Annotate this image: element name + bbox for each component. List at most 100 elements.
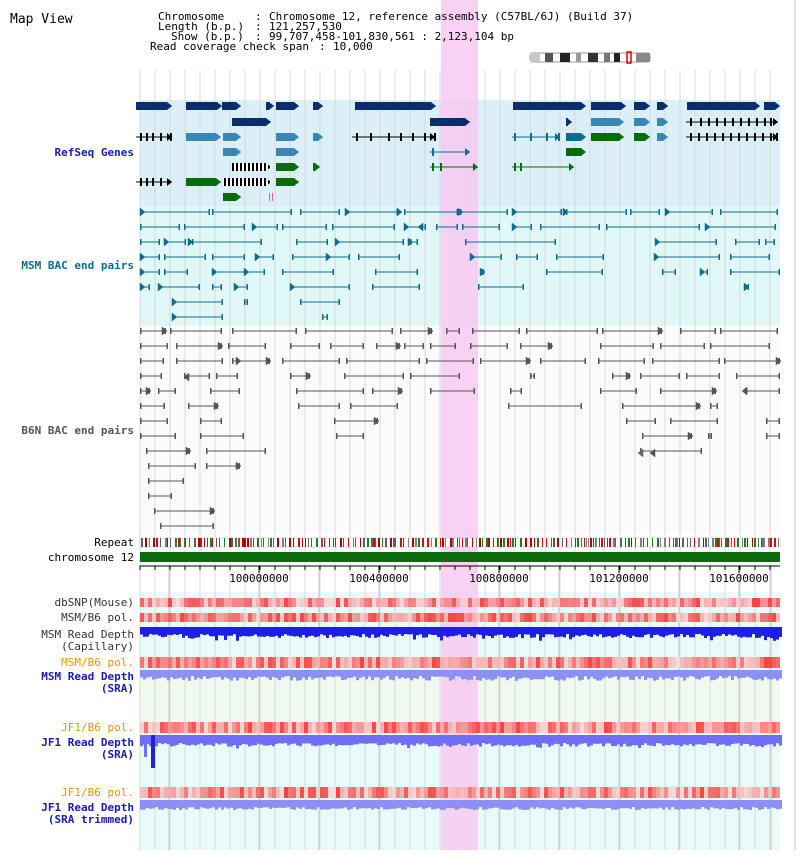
b6n-bac-pair[interactable] — [446, 328, 460, 334]
bac-end-marker[interactable] — [157, 282, 164, 292]
refseq-gene[interactable] — [657, 102, 668, 110]
msm-bac-pair[interactable] — [282, 224, 327, 230]
refseq-gene[interactable] — [687, 102, 760, 110]
refseq-gene[interactable] — [513, 102, 586, 110]
msm-bac-pair[interactable] — [164, 254, 206, 260]
msm-bac-pair[interactable] — [375, 269, 418, 275]
b6n-bac-pair[interactable] — [140, 358, 164, 364]
msm-bac-pair[interactable] — [184, 224, 245, 230]
msm-bac-pair[interactable] — [322, 314, 328, 320]
refseq-gene[interactable] — [136, 178, 172, 186]
bac-end-marker[interactable] — [711, 386, 718, 396]
bac-end-marker[interactable] — [395, 341, 402, 351]
bac-end-marker[interactable] — [469, 252, 476, 262]
msm-bac-pair[interactable] — [292, 254, 350, 260]
msm-bac-pair[interactable] — [465, 239, 556, 245]
msm-bac-pair[interactable] — [662, 269, 676, 275]
refseq-gene[interactable] — [313, 163, 320, 171]
b6n-bac-pair[interactable] — [736, 373, 780, 379]
msm-bac-pair[interactable] — [630, 209, 660, 215]
b6n-bac-pair[interactable] — [686, 373, 720, 379]
b6n-bac-pair[interactable] — [652, 358, 720, 364]
b6n-bac-pair[interactable] — [720, 328, 778, 334]
b6n-bac-pair[interactable] — [472, 328, 520, 334]
b6n-bac-pair[interactable] — [336, 433, 364, 439]
refseq-gene[interactable] — [313, 133, 323, 141]
b6n-bac-pair[interactable] — [200, 418, 222, 424]
b6n-bac-pair[interactable] — [282, 358, 340, 364]
msm-bac-pair[interactable] — [546, 269, 603, 275]
b6n-bac-pair[interactable] — [148, 493, 172, 499]
refseq-gene[interactable] — [591, 102, 626, 110]
bac-end-marker[interactable] — [183, 372, 190, 382]
b6n-bac-pair[interactable] — [526, 328, 598, 334]
bac-end-marker[interactable] — [217, 341, 224, 351]
b6n-bac-pair[interactable] — [404, 343, 424, 349]
b6n-bac-pair[interactable] — [305, 328, 393, 334]
bac-end-marker[interactable] — [457, 207, 464, 217]
msm-bac-pair[interactable] — [296, 239, 328, 245]
msm-bac-pair[interactable] — [720, 209, 778, 215]
b6n-bac-pair[interactable] — [140, 433, 176, 439]
dbsnp-heat-strip[interactable] — [140, 598, 780, 607]
quantitative-tracks[interactable] — [140, 598, 782, 810]
bac-end-marker[interactable] — [704, 222, 711, 232]
bac-end-marker[interactable] — [403, 222, 410, 232]
msm-bac-pair[interactable] — [282, 269, 334, 275]
b6n-bac-pair[interactable] — [766, 433, 780, 439]
msm-bac-pair[interactable] — [516, 254, 538, 260]
bac-end-marker[interactable] — [185, 446, 192, 456]
b6n-bac-pair[interactable] — [600, 388, 637, 394]
bac-end-marker[interactable] — [407, 237, 414, 247]
bac-end-marker[interactable] — [511, 207, 518, 217]
refseq-gene[interactable] — [223, 148, 241, 156]
refseq-gene[interactable] — [276, 163, 299, 171]
refseq-gene[interactable] — [266, 102, 274, 110]
msm-b6-pol-heat-strip[interactable] — [140, 613, 780, 622]
refseq-gene[interactable] — [186, 102, 222, 110]
msm-bac-pair[interactable] — [556, 254, 604, 260]
refseq-gene[interactable] — [591, 118, 624, 126]
refseq-gene[interactable] — [657, 118, 668, 126]
refseq-gene[interactable] — [430, 163, 478, 171]
b6n-bac-pair[interactable] — [176, 358, 223, 364]
refseq-gene[interactable] — [657, 133, 668, 141]
msm-bac-pair[interactable] — [540, 224, 600, 230]
b6n-bac-pair[interactable] — [710, 343, 770, 349]
b6n-bac-pair[interactable] — [680, 328, 716, 334]
b6n-bac-pair[interactable] — [148, 463, 196, 469]
b6n-bac-pair[interactable] — [206, 448, 266, 454]
b6n-bac-pair[interactable] — [140, 343, 168, 349]
msm-bac-pair[interactable] — [212, 254, 245, 260]
jf1-depth-bars[interactable] — [140, 735, 782, 749]
bac-end-marker[interactable] — [396, 207, 403, 217]
bac-end-marker[interactable] — [139, 267, 146, 277]
b6n-bac-pair[interactable] — [430, 388, 475, 394]
msm-bac-pair[interactable] — [462, 224, 500, 230]
bac-end-marker[interactable] — [654, 237, 661, 247]
b6n-bac-pair[interactable] — [766, 418, 780, 424]
b6n-bac-pair[interactable] — [510, 388, 522, 394]
refseq-gene[interactable] — [276, 148, 299, 156]
b6n-bac-pair[interactable] — [410, 373, 460, 379]
refseq-gene[interactable] — [591, 133, 624, 141]
bac-end-marker[interactable] — [373, 416, 380, 426]
msm-bac-pair[interactable] — [164, 269, 188, 275]
b6n-bac-pair[interactable] — [158, 388, 176, 394]
refseq-gene[interactable] — [430, 118, 470, 126]
msm-b6-pol-sra-heat-strip[interactable] — [140, 657, 780, 668]
b6n-bac-pair[interactable] — [298, 403, 340, 409]
jf1-pol-trim-heat-strip[interactable] — [140, 787, 780, 798]
b6n-bac-pair[interactable] — [710, 403, 718, 409]
bac-end-marker[interactable] — [235, 356, 242, 366]
msm-bac-pair[interactable] — [730, 254, 770, 260]
bac-end-marker[interactable] — [171, 297, 178, 307]
refseq-gene[interactable] — [232, 118, 271, 126]
msm-bac-pair[interactable] — [606, 224, 700, 230]
b6n-bac-pair[interactable] — [296, 388, 364, 394]
refseq-gene[interactable] — [223, 193, 241, 201]
msm-bac-pair[interactable] — [140, 224, 180, 230]
msm-bac-pair[interactable] — [358, 254, 400, 260]
bac-end-marker[interactable] — [209, 506, 216, 516]
b6n-bac-pair[interactable] — [216, 373, 238, 379]
